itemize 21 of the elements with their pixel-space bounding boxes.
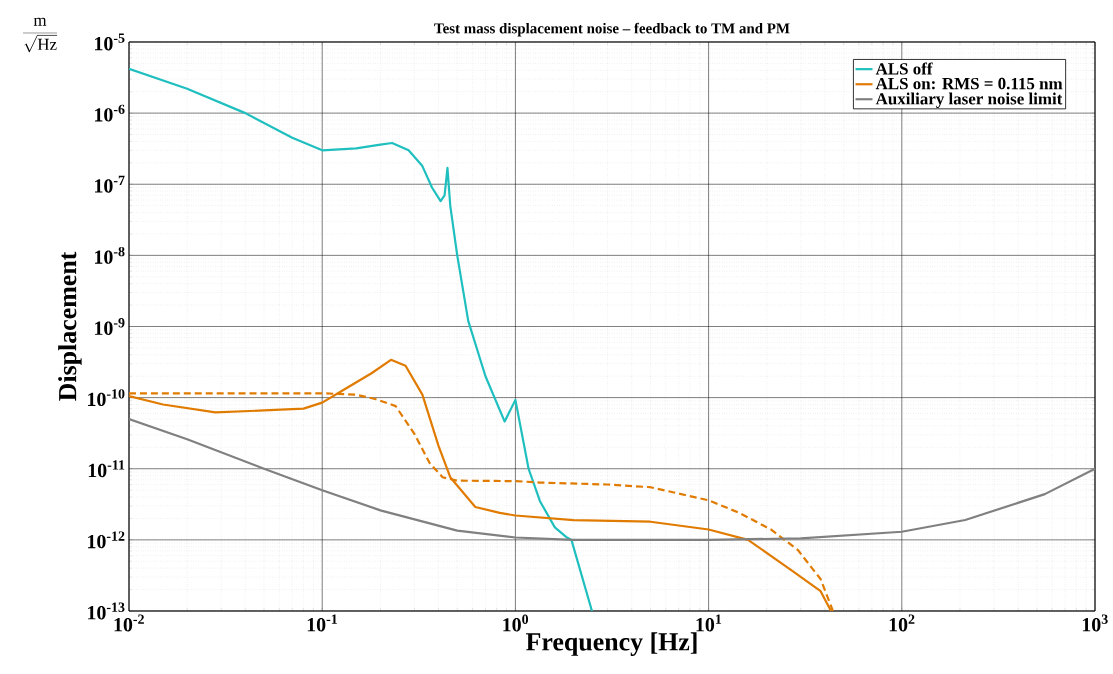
text: $\frac{\mathrm{m}}{\sqrt{\mathrm{Hz}}}$ [22,17,58,53]
x-axis-title: Frequency [Hz] [526,632,697,656]
y-tick-label: 10$^{-5}$ [95,33,125,51]
y-tick-label: 10$^{-7}$ [95,175,125,193]
y-tick-label: 10$^{-10}$ [88,389,125,407]
x-tick-label: 10$^{0}$ [503,614,529,632]
y-tick-label: 10$^{-6}$ [95,104,125,122]
y-axis-title: Displacement [58,251,82,401]
legend-label: ALS on: RMS = 0.115 nm [875,77,1063,90]
y-tick-label: 10$^{-11}$ [88,460,125,478]
y-tick-label: 10$^{-9}$ [95,318,125,335]
legend-label: Auxiliary laser noise limit [875,92,1063,109]
x-tick-label: 10$^{-1}$ [307,614,337,632]
chart-title: Test mass displacement noise – feedback to TM and PM [434,22,790,37]
legend-label: ALS off [875,62,933,75]
y-tick-label: 10$^{-8}$ [95,246,125,264]
y-tick-label: 10$^{-12}$ [88,531,125,549]
x-tick-label: 10$^{1}$ [696,614,722,632]
x-tick-label: 10$^{-2}$ [114,614,144,632]
x-tick-label: 10$^{2}$ [889,614,915,632]
x-tick-label: 10$^{3}$ [1082,614,1108,632]
